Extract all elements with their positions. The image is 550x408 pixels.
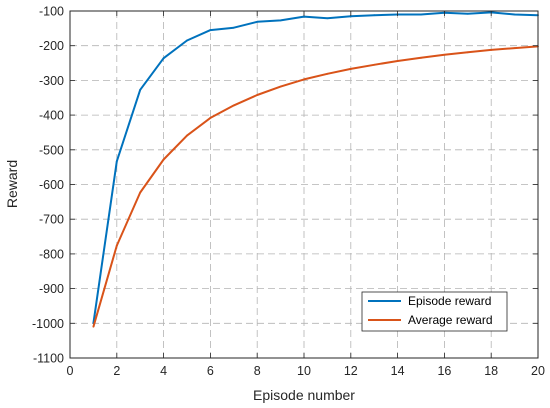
- y-axis-label: Reward: [4, 160, 20, 208]
- x-tick-label: 20: [531, 364, 545, 378]
- y-tick-label: -900: [39, 282, 64, 296]
- legend-label-episode-reward: Episode reward: [408, 294, 491, 308]
- x-tick-label: 18: [484, 364, 498, 378]
- x-tick-label: 12: [344, 364, 358, 378]
- data-point-average-reward: [279, 85, 282, 88]
- data-point-episode-reward: [209, 29, 212, 31]
- data-point-episode-reward: [186, 39, 188, 42]
- data-point-episode-reward: [349, 15, 352, 18]
- data-point-average-reward: [256, 94, 259, 96]
- y-tick-label: -400: [39, 109, 64, 123]
- x-tick-label: 8: [254, 364, 261, 378]
- data-point-average-reward: [420, 56, 422, 59]
- x-tick-label: 14: [391, 364, 405, 378]
- y-tick-labels: -1100 -1000 -900 -800 -700 -600 -500 -400 -300 -2…: [32, 5, 64, 366]
- y-tick-label: -500: [39, 143, 64, 157]
- data-point-average-reward: [139, 191, 142, 194]
- series-line-episode-reward: [92, 11, 539, 324]
- y-tick-label: -700: [39, 213, 64, 227]
- axis-ticks: [69, 10, 539, 359]
- data-point-average-reward: [162, 158, 165, 161]
- data-point-episode-reward: [513, 13, 516, 16]
- data-point-average-reward: [92, 325, 95, 328]
- x-axis-label: Episode number: [253, 387, 355, 403]
- x-tick-label: 10: [297, 364, 311, 378]
- series-lines: [92, 11, 539, 328]
- data-point-episode-reward: [466, 12, 469, 15]
- data-point-average-reward: [186, 134, 188, 137]
- x-tick-label: 16: [437, 364, 451, 378]
- x-tick-label: 6: [207, 364, 214, 378]
- data-point-average-reward: [232, 104, 235, 107]
- y-tick-label: -100: [39, 5, 64, 19]
- y-tick-label: -800: [39, 247, 64, 261]
- data-point-episode-reward: [139, 88, 142, 91]
- data-point-episode-reward: [232, 26, 235, 29]
- data-point-episode-reward: [420, 13, 422, 16]
- x-tick-labels: 0 2 4 6 8 10 12 14 16 18 20: [67, 364, 545, 378]
- legend-label-average-reward: Average reward: [408, 313, 493, 327]
- data-point-episode-reward: [303, 15, 305, 18]
- data-point-episode-reward: [279, 19, 282, 22]
- x-tick-label: 4: [160, 364, 167, 378]
- data-point-average-reward: [326, 72, 329, 75]
- y-tick-label: -1000: [32, 317, 64, 331]
- legend: Episode reward Average reward: [361, 291, 508, 332]
- x-tick-label: 0: [67, 364, 74, 378]
- data-point-average-reward: [490, 48, 493, 51]
- data-point-average-reward: [349, 68, 352, 70]
- legend-box: [361, 291, 508, 332]
- data-point-average-reward: [466, 51, 469, 54]
- data-point-episode-reward: [162, 57, 165, 60]
- series-line-average-reward: [92, 45, 539, 328]
- data-point-average-reward: [373, 63, 376, 66]
- y-tick-label: -1100: [33, 352, 64, 366]
- data-point-episode-reward: [373, 14, 376, 17]
- y-tick-label: -200: [39, 39, 64, 53]
- y-tick-label: -300: [39, 74, 64, 88]
- data-point-episode-reward: [256, 20, 259, 23]
- x-tick-label: 2: [113, 364, 120, 378]
- data-point-average-reward: [443, 53, 446, 56]
- data-point-average-reward: [209, 116, 212, 119]
- data-point-average-reward: [115, 244, 118, 247]
- data-point-average-reward: [303, 78, 305, 81]
- data-point-episode-reward: [115, 160, 118, 163]
- data-point-episode-reward: [326, 17, 329, 20]
- y-tick-label: -600: [39, 178, 64, 192]
- grid-lines: [70, 11, 538, 358]
- data-point-average-reward: [396, 60, 399, 62]
- data-point-average-reward: [513, 47, 516, 50]
